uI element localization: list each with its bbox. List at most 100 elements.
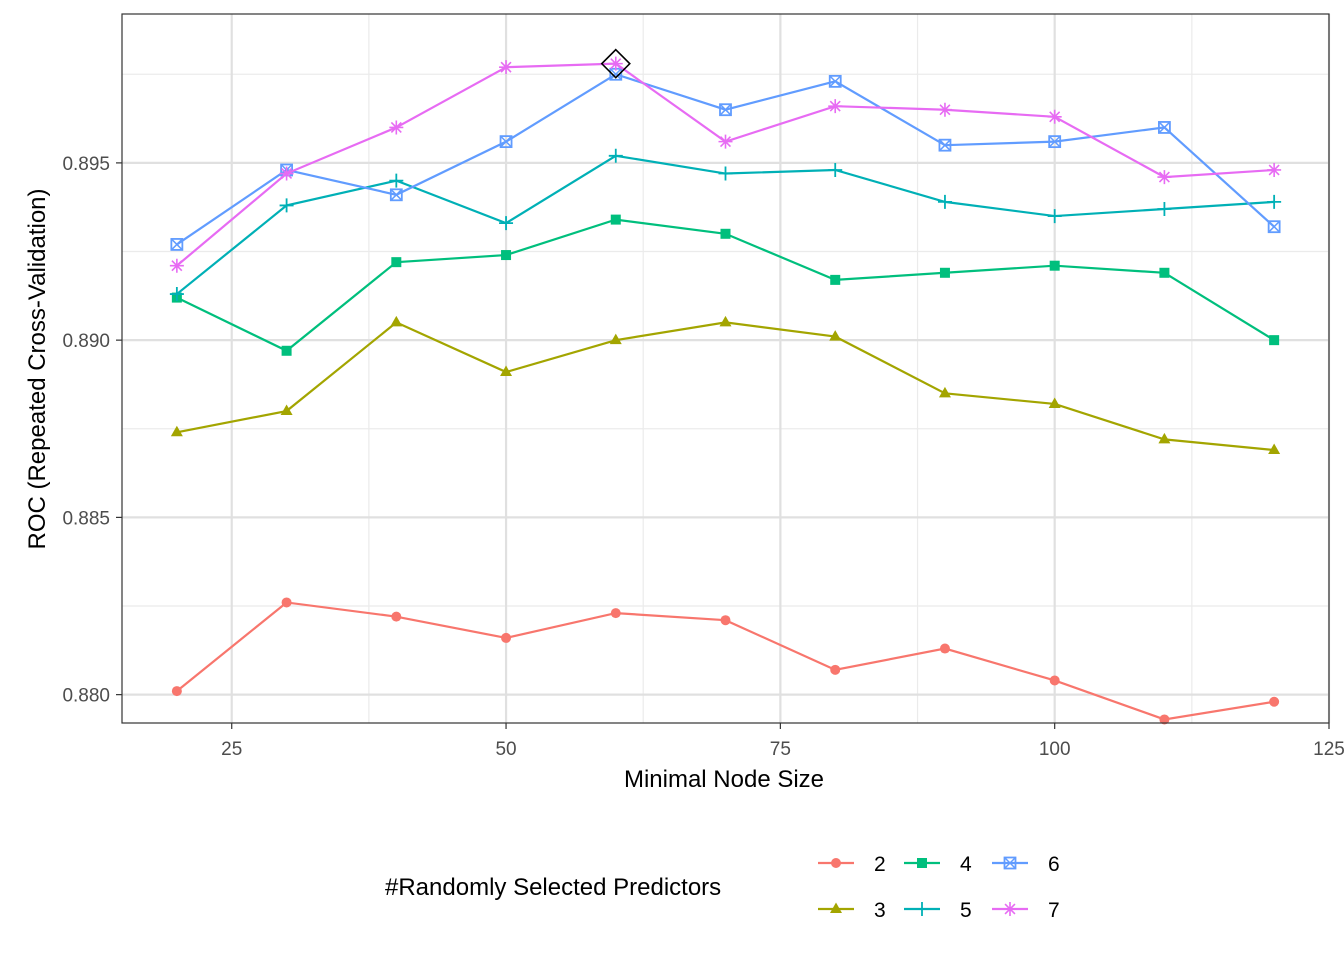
data-point (720, 615, 731, 626)
data-point (720, 228, 731, 239)
circle-marker (171, 686, 182, 697)
data-point (499, 135, 513, 149)
data-point (718, 134, 733, 149)
legend-item-5: 5 (904, 899, 972, 922)
data-point (389, 173, 404, 188)
panel-border (121, 13, 1330, 724)
triangle-marker (719, 315, 732, 327)
plus-marker (828, 162, 843, 177)
circle-marker (939, 643, 950, 654)
series-7 (169, 56, 1282, 273)
legend-item-2: 2 (818, 853, 886, 876)
minor-gridlines (122, 14, 1329, 723)
data-point (719, 103, 732, 117)
triangle-marker (609, 333, 622, 345)
asterisk-marker (608, 56, 623, 71)
legend-items: 2 3 4 5 6 7 (818, 853, 1060, 922)
asterisk-marker (828, 99, 843, 114)
data-point (937, 194, 952, 209)
asterisk-marker (169, 258, 184, 273)
plus-marker (1157, 201, 1172, 216)
y-axis-title: ROC (Repeated Cross-Validation) (24, 188, 51, 549)
square-marker (281, 345, 292, 356)
square-marker (1269, 335, 1280, 346)
box-cross-marker (1048, 135, 1061, 148)
box-cross-marker (719, 103, 732, 116)
x-tick-label: 75 (770, 739, 791, 760)
data-point (1158, 432, 1171, 444)
data-point (499, 216, 514, 231)
data-point (391, 611, 402, 622)
asterisk-marker (389, 120, 404, 135)
legend: #Randomly Selected Predictors 2 3 4 5 6 7 (385, 853, 1060, 922)
data-point (1048, 135, 1062, 149)
data-point (1047, 109, 1062, 124)
legend-label: 4 (960, 853, 972, 876)
triangle-marker (1268, 443, 1281, 455)
data-point (828, 74, 842, 88)
legend-label: 3 (874, 899, 886, 922)
data-point (1049, 675, 1060, 686)
data-point (1267, 194, 1282, 209)
box-cross-marker (170, 238, 183, 251)
asterisk-marker (1267, 162, 1282, 177)
data-point (938, 386, 951, 398)
box-cross-marker (500, 135, 513, 148)
data-point (1157, 170, 1172, 185)
data-point (280, 404, 293, 416)
y-tick-label: 0.880 (62, 686, 110, 707)
data-point (1268, 443, 1281, 455)
asterisk-marker (718, 134, 733, 149)
box-marker (1267, 220, 1281, 234)
x-tick-label: 25 (221, 739, 242, 760)
best-point-layer (600, 48, 631, 79)
data-point (938, 138, 952, 152)
circle-marker (501, 632, 512, 643)
box-cross-marker (938, 139, 951, 152)
data-point (1267, 220, 1281, 234)
data-point (608, 148, 623, 163)
series-5 (169, 148, 1282, 302)
circle-marker (1159, 714, 1170, 725)
data-point (830, 274, 841, 285)
data-point (170, 425, 183, 437)
box-marker (828, 74, 842, 88)
box-marker (170, 238, 184, 251)
circle-marker (281, 597, 292, 608)
triangle-marker (830, 902, 842, 913)
data-point (281, 345, 292, 356)
data-point (718, 166, 733, 181)
data-point (279, 166, 294, 181)
square-marker (917, 858, 927, 868)
circle-marker (391, 611, 402, 622)
legend-marker (915, 902, 929, 916)
x-tick-label: 100 (1039, 739, 1071, 760)
data-point (1048, 397, 1061, 408)
box-marker (499, 135, 513, 149)
legend-title: #Randomly Selected Predictors (385, 874, 721, 901)
box-cross-marker (390, 188, 403, 201)
x-axis-title: Minimal Node Size (624, 766, 824, 793)
data-point (500, 365, 513, 377)
legend-marker (830, 902, 842, 913)
data-point (171, 686, 182, 697)
plus-marker (499, 216, 514, 231)
series-3 (170, 315, 1281, 455)
box-marker (1158, 121, 1171, 134)
plus-marker (169, 287, 184, 302)
data-point (828, 99, 843, 114)
data-point (501, 250, 512, 261)
box-marker (938, 138, 952, 152)
data-point (1157, 201, 1172, 216)
triangle-marker (1048, 397, 1061, 408)
plus-marker (389, 173, 404, 188)
data-point (501, 632, 512, 643)
circle-marker (610, 608, 621, 619)
data-point (170, 238, 184, 251)
square-marker (610, 214, 621, 225)
data-point (389, 188, 403, 202)
data-point (829, 330, 842, 341)
data-point (608, 56, 623, 71)
series-2 (171, 597, 1280, 725)
series-layer (169, 56, 1282, 725)
